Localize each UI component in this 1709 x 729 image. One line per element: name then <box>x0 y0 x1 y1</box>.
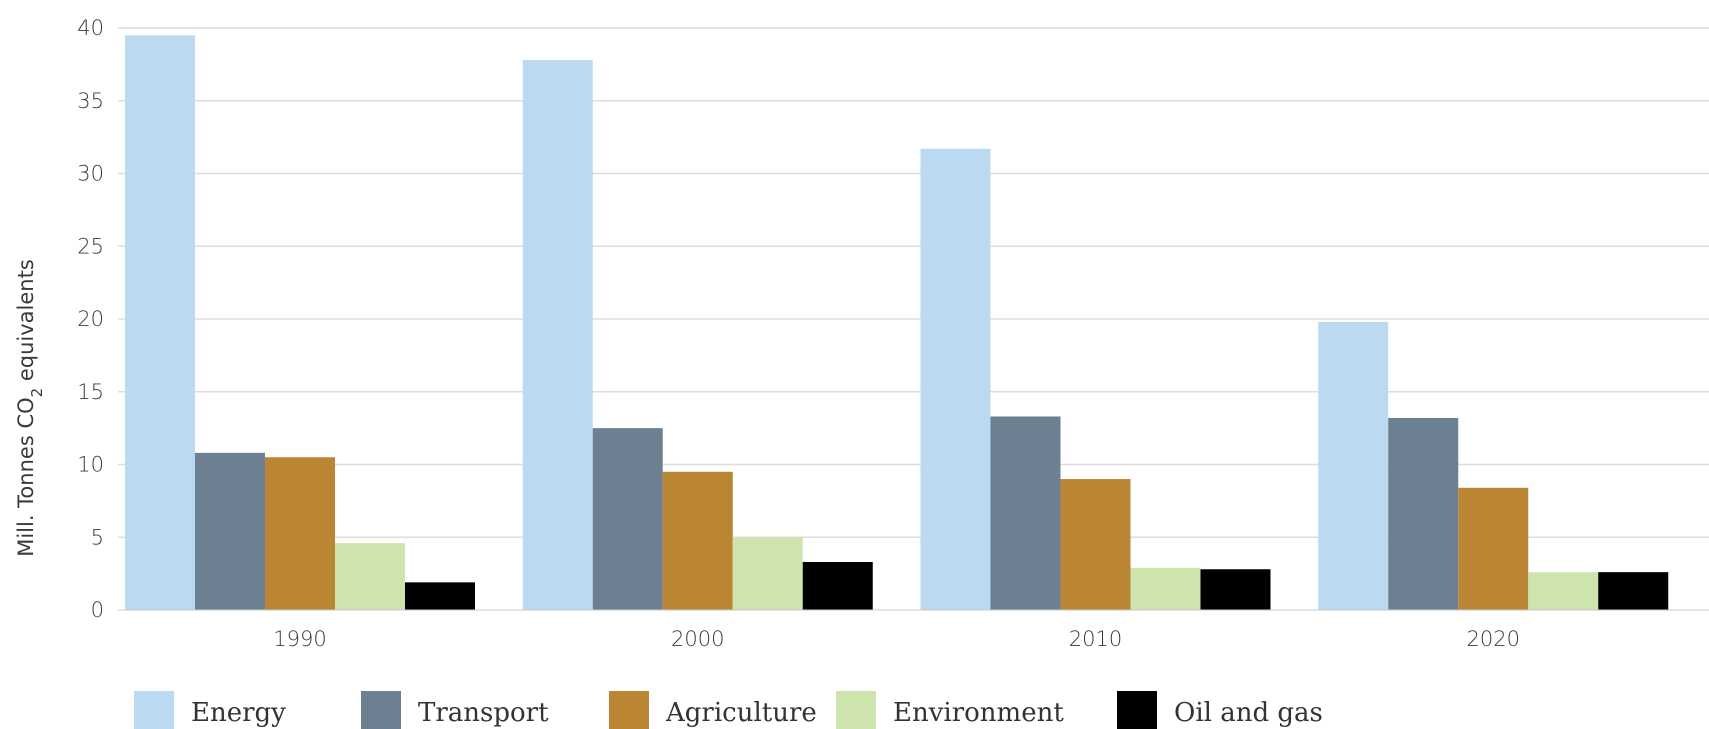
bar-environment-2000 <box>732 537 803 610</box>
legend-label: Agriculture <box>665 698 817 728</box>
bar-environment-1990 <box>335 543 405 610</box>
y-tick-label: 30 <box>77 162 104 186</box>
legend-swatch-oil-and-gas <box>1117 691 1157 729</box>
bar-transport-2000 <box>592 428 663 610</box>
bar-transport-2010 <box>990 416 1061 610</box>
legend-label: Environment <box>893 698 1064 728</box>
legend-label: Energy <box>191 698 286 728</box>
bar-oil-and-gas-2020 <box>1598 572 1669 610</box>
legend-label: Oil and gas <box>1174 698 1323 728</box>
bar-energy-2010 <box>920 148 991 610</box>
bar-environment-2010 <box>1130 567 1201 610</box>
legend-label: Transport <box>418 698 549 728</box>
bar-transport-2020 <box>1388 417 1459 610</box>
y-axis-ticks: 0 5 10 15 20 25 30 35 40 <box>77 16 104 622</box>
legend-swatch-energy <box>134 691 174 729</box>
bar-energy-2000 <box>522 60 593 610</box>
y-tick-label: 5 <box>91 525 104 549</box>
bar-oil-and-gas-1990 <box>405 582 475 610</box>
bar-transport-1990 <box>195 452 265 610</box>
bar-energy-2020 <box>1318 321 1389 610</box>
bar-agriculture-2000 <box>662 471 733 610</box>
y-tick-label: 35 <box>77 89 104 113</box>
bar-oil-and-gas-2010 <box>1200 569 1271 610</box>
legend-swatch-transport <box>361 691 401 729</box>
x-tick-label: 1990 <box>273 627 326 651</box>
bar-agriculture-2010 <box>1060 479 1131 610</box>
y-tick-label: 0 <box>91 598 104 622</box>
gridlines <box>118 27 1709 538</box>
y-axis-label: Mill. Tonnes CO2 equivalents <box>14 259 46 557</box>
y-tick-label: 25 <box>77 234 104 258</box>
bar-environment-2020 <box>1528 572 1599 610</box>
legend-swatch-agriculture <box>609 691 649 729</box>
y-tick-label: 10 <box>77 453 104 477</box>
legend-swatch-environment <box>836 691 876 729</box>
y-tick-label: 20 <box>77 307 104 331</box>
y-tick-label: 40 <box>77 16 104 40</box>
bar-energy-1990 <box>125 35 195 610</box>
bar-agriculture-1990 <box>265 457 335 610</box>
x-tick-label: 2000 <box>671 627 724 651</box>
bar-agriculture-2020 <box>1458 487 1529 610</box>
bars <box>125 35 1669 610</box>
x-axis-ticks: 1990 2000 2010 2020 <box>273 627 1520 651</box>
x-tick-label: 2010 <box>1069 627 1122 651</box>
bar-oil-and-gas-2000 <box>802 561 873 610</box>
y-tick-label: 15 <box>77 380 104 404</box>
legend: Energy Transport Agriculture Environment Oil… <box>134 691 1323 729</box>
x-tick-label: 2020 <box>1467 627 1520 651</box>
